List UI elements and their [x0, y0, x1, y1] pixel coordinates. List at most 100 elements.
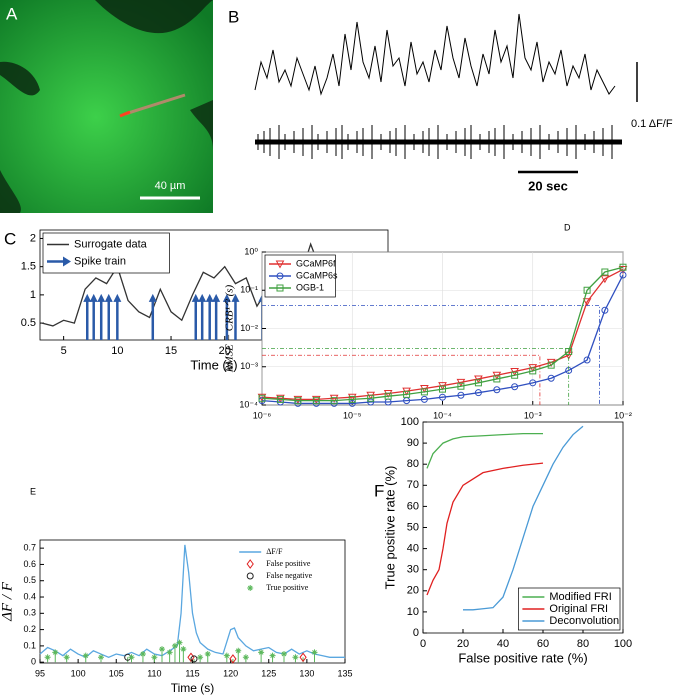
marker	[330, 397, 338, 405]
marker	[348, 395, 356, 403]
legend-label: False negative	[266, 571, 312, 580]
arrow-head	[113, 293, 122, 302]
marker	[275, 260, 285, 269]
marker	[242, 654, 249, 661]
panel: 40 µm A	[0, 0, 213, 213]
series-line	[261, 274, 624, 405]
y-tick-label: 30	[407, 564, 419, 576]
marker	[493, 386, 501, 394]
x-tick-label: 0	[420, 638, 426, 650]
y-tick-label: 0.1	[23, 640, 36, 650]
legend-label: Modified FRI	[549, 591, 611, 603]
legend-label: Surrogate data	[74, 238, 148, 250]
marker	[618, 265, 628, 274]
x-tick-label: 10⁻⁵	[343, 410, 362, 420]
marker	[246, 572, 254, 580]
marker	[457, 382, 465, 390]
y-tick-label: 50	[407, 521, 419, 533]
x-scale-label: 20 sec	[528, 178, 568, 193]
marker	[128, 654, 135, 661]
panel-letter: F	[374, 481, 384, 500]
panel-letter: E	[30, 486, 36, 496]
panel-letter: D	[564, 222, 571, 232]
marker	[311, 395, 321, 404]
y-tick-label: 20	[407, 585, 419, 597]
marker	[367, 398, 375, 406]
marker	[197, 654, 204, 661]
y-tick-label: 10⁰	[244, 246, 258, 256]
micrograph	[0, 0, 213, 213]
arrow-head	[83, 293, 92, 302]
marker	[347, 393, 357, 402]
arrow-head	[198, 293, 207, 302]
legend-label: OGB-1	[296, 282, 324, 292]
y-tick-label: 10⁻³	[240, 361, 258, 371]
marker	[276, 394, 285, 403]
marker	[139, 651, 146, 658]
legend-label: ΔF/F	[266, 547, 283, 556]
x-tick-label: 110	[147, 668, 161, 678]
x-tick-label: 95	[35, 668, 45, 678]
y-tick-label: 40	[407, 543, 419, 555]
marker	[329, 394, 339, 403]
marker	[159, 646, 165, 653]
marker	[529, 379, 537, 387]
y-scale-label: 0.1 ΔF/F	[631, 118, 673, 130]
marker	[420, 388, 428, 396]
marker	[474, 389, 482, 397]
x-tick-label: 10	[111, 345, 123, 357]
marker	[276, 395, 284, 403]
x-tick-label: 100	[71, 668, 86, 678]
y-tick-label: 60	[407, 500, 419, 512]
series-line	[426, 432, 543, 469]
marker	[384, 392, 392, 400]
arrow-head	[89, 293, 98, 302]
vessel	[0, 170, 21, 213]
marker	[367, 394, 375, 402]
panel-letter: C	[4, 229, 16, 248]
y-axis-label: ΔF / F	[0, 581, 15, 622]
y-axis-label: True positive rate (%)	[382, 466, 397, 590]
marker	[420, 395, 428, 403]
arrow-head	[205, 293, 214, 302]
y-tick-label: 80	[407, 458, 419, 470]
marker	[246, 559, 254, 569]
arrow-head	[97, 293, 106, 302]
y-tick-label: 90	[407, 437, 419, 449]
marker	[235, 647, 242, 654]
marker	[383, 389, 393, 399]
x-tick-label: 60	[537, 638, 549, 650]
marker	[44, 654, 51, 661]
y-tick-label: 10⁻⁴	[239, 399, 258, 409]
x-axis-label: Time (s)	[190, 357, 237, 372]
panel-letter: A	[6, 4, 18, 23]
x-tick-label: 10⁻⁶	[253, 410, 272, 420]
x-tick-label: 100	[614, 638, 632, 650]
x-tick-label: 20	[457, 638, 469, 650]
panel: 0.1 ΔF/F 20 sec B	[228, 7, 673, 193]
marker	[439, 385, 446, 393]
marker	[457, 391, 465, 399]
marker	[600, 275, 610, 284]
marker	[547, 361, 555, 369]
y-tick-label: 0	[413, 627, 419, 639]
marker	[190, 655, 198, 663]
marker	[601, 268, 609, 276]
legend-label: Spike train	[74, 255, 126, 267]
vessel	[190, 100, 213, 150]
y-tick-label: 100	[401, 416, 419, 428]
marker	[529, 367, 537, 375]
x-tick-label: 15	[165, 345, 177, 357]
marker	[293, 395, 303, 404]
arrow-head	[104, 293, 113, 302]
arrow-head	[212, 293, 221, 302]
y-tick-label: 0.2	[23, 624, 36, 634]
marker	[151, 654, 158, 661]
marker	[63, 654, 70, 661]
marker	[511, 371, 519, 379]
panel: 95 100 105 110 115 120 125 130 135 0 0.1 0.2 0.3 0.4 0…	[0, 486, 353, 695]
x-tick-label: 20	[219, 345, 231, 357]
marker	[474, 379, 482, 387]
x-tick-label: 80	[577, 638, 589, 650]
